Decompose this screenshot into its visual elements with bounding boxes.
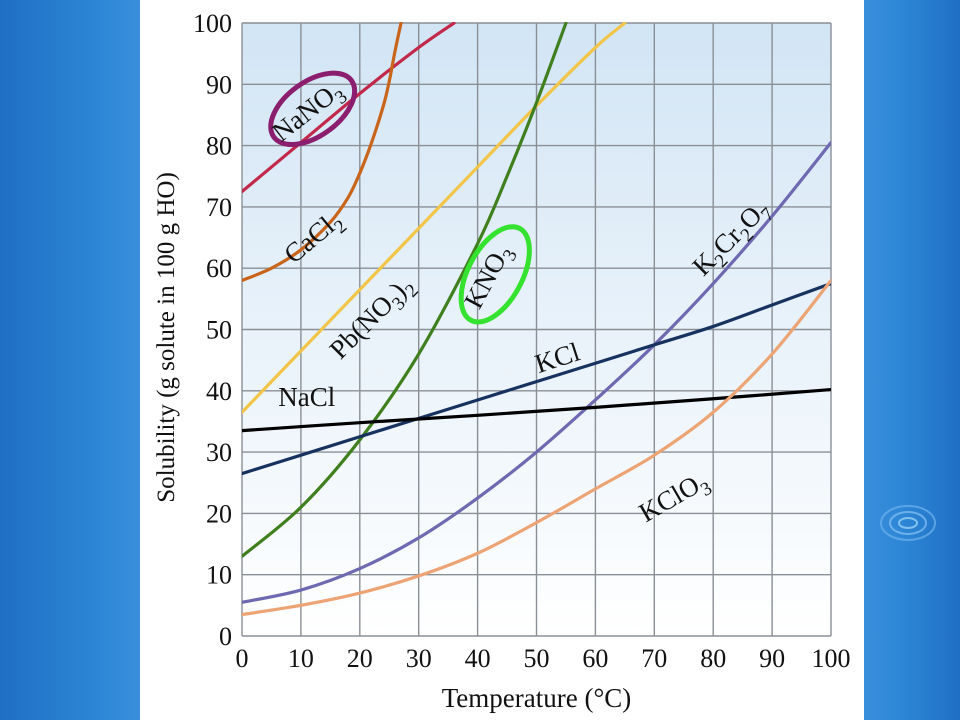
- highlight-ellipses: [268, 70, 532, 325]
- slide-background-left: [0, 0, 140, 720]
- series-line-nano3: [242, 22, 456, 194]
- y-tick-label: 30: [206, 438, 232, 467]
- x-tick-label: 10: [288, 644, 314, 673]
- y-tick-label: 20: [206, 499, 232, 528]
- x-tick-label: 30: [406, 644, 432, 673]
- x-axis-label: Temperature (°C): [442, 683, 632, 713]
- y-tick-label: 100: [193, 9, 232, 38]
- series-line-nacl: [242, 387, 831, 433]
- y-tick-label: 70: [206, 193, 232, 222]
- highlight-ellipse-nano3: [268, 70, 358, 148]
- series-line-kcl: [242, 281, 831, 476]
- highlight-ellipse-kno3: [458, 224, 532, 325]
- slide-background-right: [864, 0, 960, 720]
- series-line-k2cr2o7: [242, 140, 831, 604]
- y-tick-label: 90: [206, 70, 232, 99]
- y-tick-label: 40: [206, 377, 232, 406]
- y-tick-label: 0: [219, 622, 232, 651]
- x-tick-label: 100: [812, 644, 851, 673]
- series-lines: [242, 22, 831, 617]
- x-tick-label: 0: [236, 644, 249, 673]
- series-line-kno3: [242, 22, 568, 558]
- water-ripple-icon: [880, 505, 936, 541]
- x-tick-label: 50: [524, 644, 550, 673]
- y-tick-label: 80: [206, 132, 232, 161]
- x-tick-label: 80: [700, 644, 726, 673]
- x-tick-label: 90: [759, 644, 785, 673]
- series-label-nacl: NaCl: [278, 382, 335, 412]
- y-tick-label: 50: [206, 316, 232, 345]
- x-tick-label: 20: [347, 644, 373, 673]
- y-axis-ticks: 0 10 20 30 40 50 60 70 80 90 100: [193, 9, 232, 651]
- chart-panel: NaNO3 CaCl2 Pb(NO3)2 KNO3 K2Cr2O7 KCl NaCl KClO…: [140, 0, 864, 720]
- x-axis-ticks: 0 10 20 30 40 50 60 70 80 90 100: [236, 644, 851, 673]
- x-tick-label: 40: [465, 644, 491, 673]
- series-line-cacl2: [242, 22, 403, 283]
- y-tick-label: 10: [206, 561, 232, 590]
- y-tick-label: 60: [206, 254, 232, 283]
- x-tick-label: 60: [582, 644, 608, 673]
- series-line-pb-no3-2: [242, 22, 627, 414]
- y-axis-label: Solubility (g solute in 100 g HO): [153, 172, 180, 503]
- x-tick-label: 70: [641, 644, 667, 673]
- series-line-kclo3: [242, 278, 831, 617]
